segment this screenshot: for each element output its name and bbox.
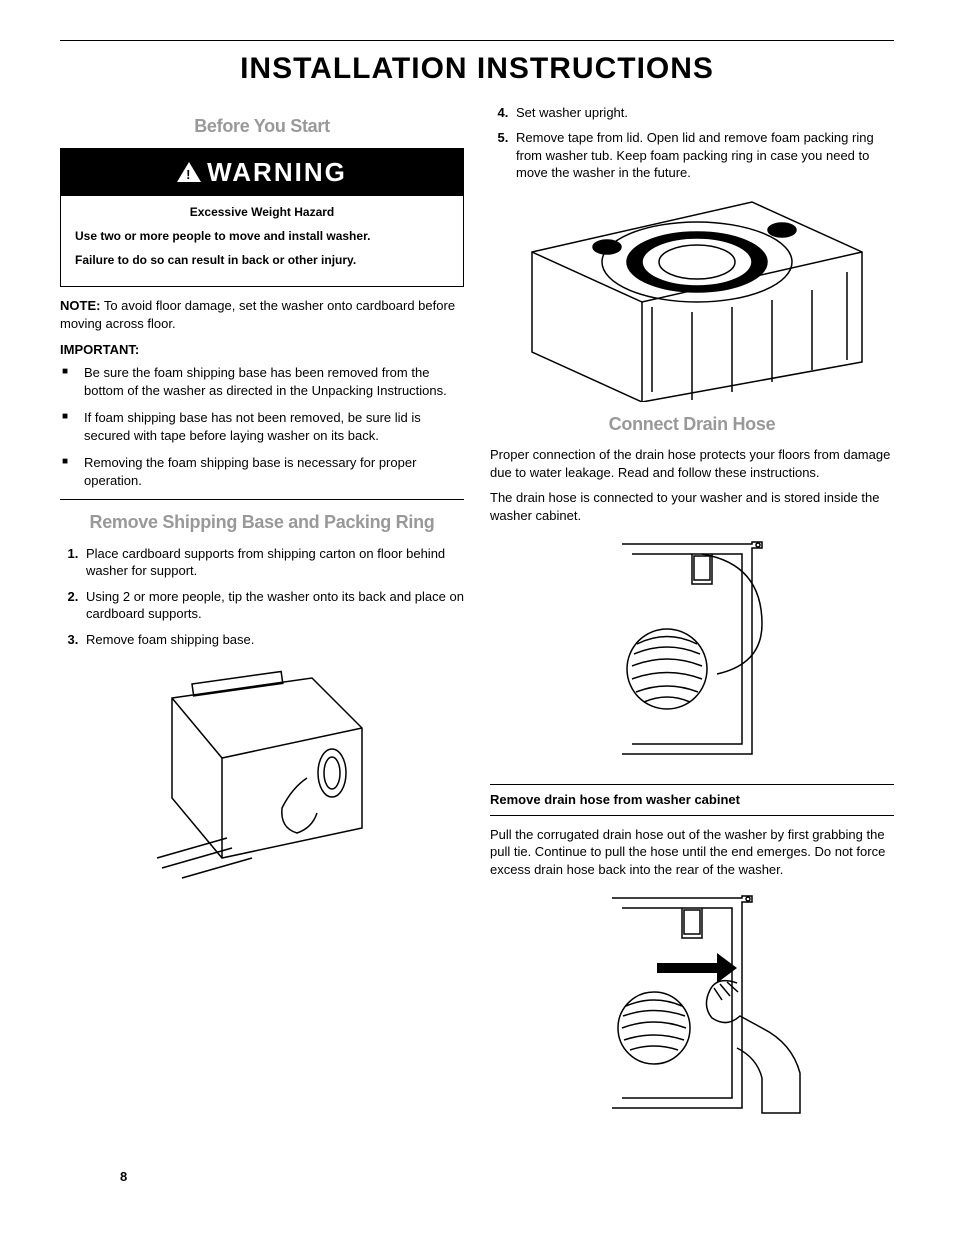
hand-pulling-hose-illustration (562, 888, 822, 1118)
list-item: Be sure the foam shipping base has been … (78, 364, 464, 399)
remove-drain-hose-para: Pull the corrugated drain hose out of th… (490, 826, 894, 879)
right-column: Set washer upright. Remove tape from lid… (490, 104, 894, 1129)
divider (490, 815, 894, 816)
list-item: Set washer upright. (512, 104, 894, 122)
washer-tipped-illustration (132, 658, 392, 888)
divider (490, 784, 894, 785)
important-bullet-list: Be sure the foam shipping base has been … (60, 364, 464, 489)
hazard-line-1: Use two or more people to move and insta… (75, 228, 449, 244)
page-number: 8 (120, 1168, 127, 1186)
note-lead: NOTE: (60, 298, 100, 313)
note-paragraph: NOTE: To avoid floor damage, set the was… (60, 297, 464, 332)
washer-top-view-illustration (512, 192, 872, 402)
hazard-line-2: Failure to do so can result in back or o… (75, 252, 449, 268)
two-column-layout: Before You Start WARNING Excessive Weigh… (60, 104, 894, 1129)
list-item: Remove tape from lid. Open lid and remov… (512, 129, 894, 182)
drain-hose-cabinet-illustration (562, 534, 822, 764)
list-item: Remove foam shipping base. (82, 631, 464, 649)
warning-body: Excessive Weight Hazard Use two or more … (61, 196, 463, 287)
note-text: To avoid floor damage, set the washer on… (60, 298, 455, 331)
page-footer: 8 (60, 1168, 894, 1188)
important-label: IMPORTANT: (60, 341, 464, 359)
before-you-start-title: Before You Start (60, 114, 464, 138)
page-title: INSTALLATION INSTRUCTIONS (60, 49, 894, 90)
left-column: Before You Start WARNING Excessive Weigh… (60, 104, 464, 1129)
remove-shipping-base-title: Remove Shipping Base and Packing Ring (60, 510, 464, 534)
remove-base-steps: Place cardboard supports from shipping c… (60, 545, 464, 649)
list-item: Using 2 or more people, tip the washer o… (82, 588, 464, 623)
remove-drain-hose-subheading: Remove drain hose from washer cabinet (490, 791, 894, 809)
list-item: Removing the foam shipping base is neces… (78, 454, 464, 489)
list-item: Place cardboard supports from shipping c… (82, 545, 464, 580)
connect-drain-para-2: The drain hose is connected to your wash… (490, 489, 894, 524)
connect-drain-para-1: Proper connection of the drain hose prot… (490, 446, 894, 481)
warning-box: WARNING Excessive Weight Hazard Use two … (60, 148, 464, 288)
divider (60, 499, 464, 500)
warning-banner: WARNING (61, 149, 463, 196)
top-rule (60, 40, 894, 41)
remove-base-steps-continued: Set washer upright. Remove tape from lid… (490, 104, 894, 182)
warning-triangle-icon (177, 162, 201, 182)
warning-label: WARNING (207, 155, 347, 190)
connect-drain-hose-title: Connect Drain Hose (490, 412, 894, 436)
hazard-title: Excessive Weight Hazard (75, 204, 449, 220)
list-item: If foam shipping base has not been remov… (78, 409, 464, 444)
